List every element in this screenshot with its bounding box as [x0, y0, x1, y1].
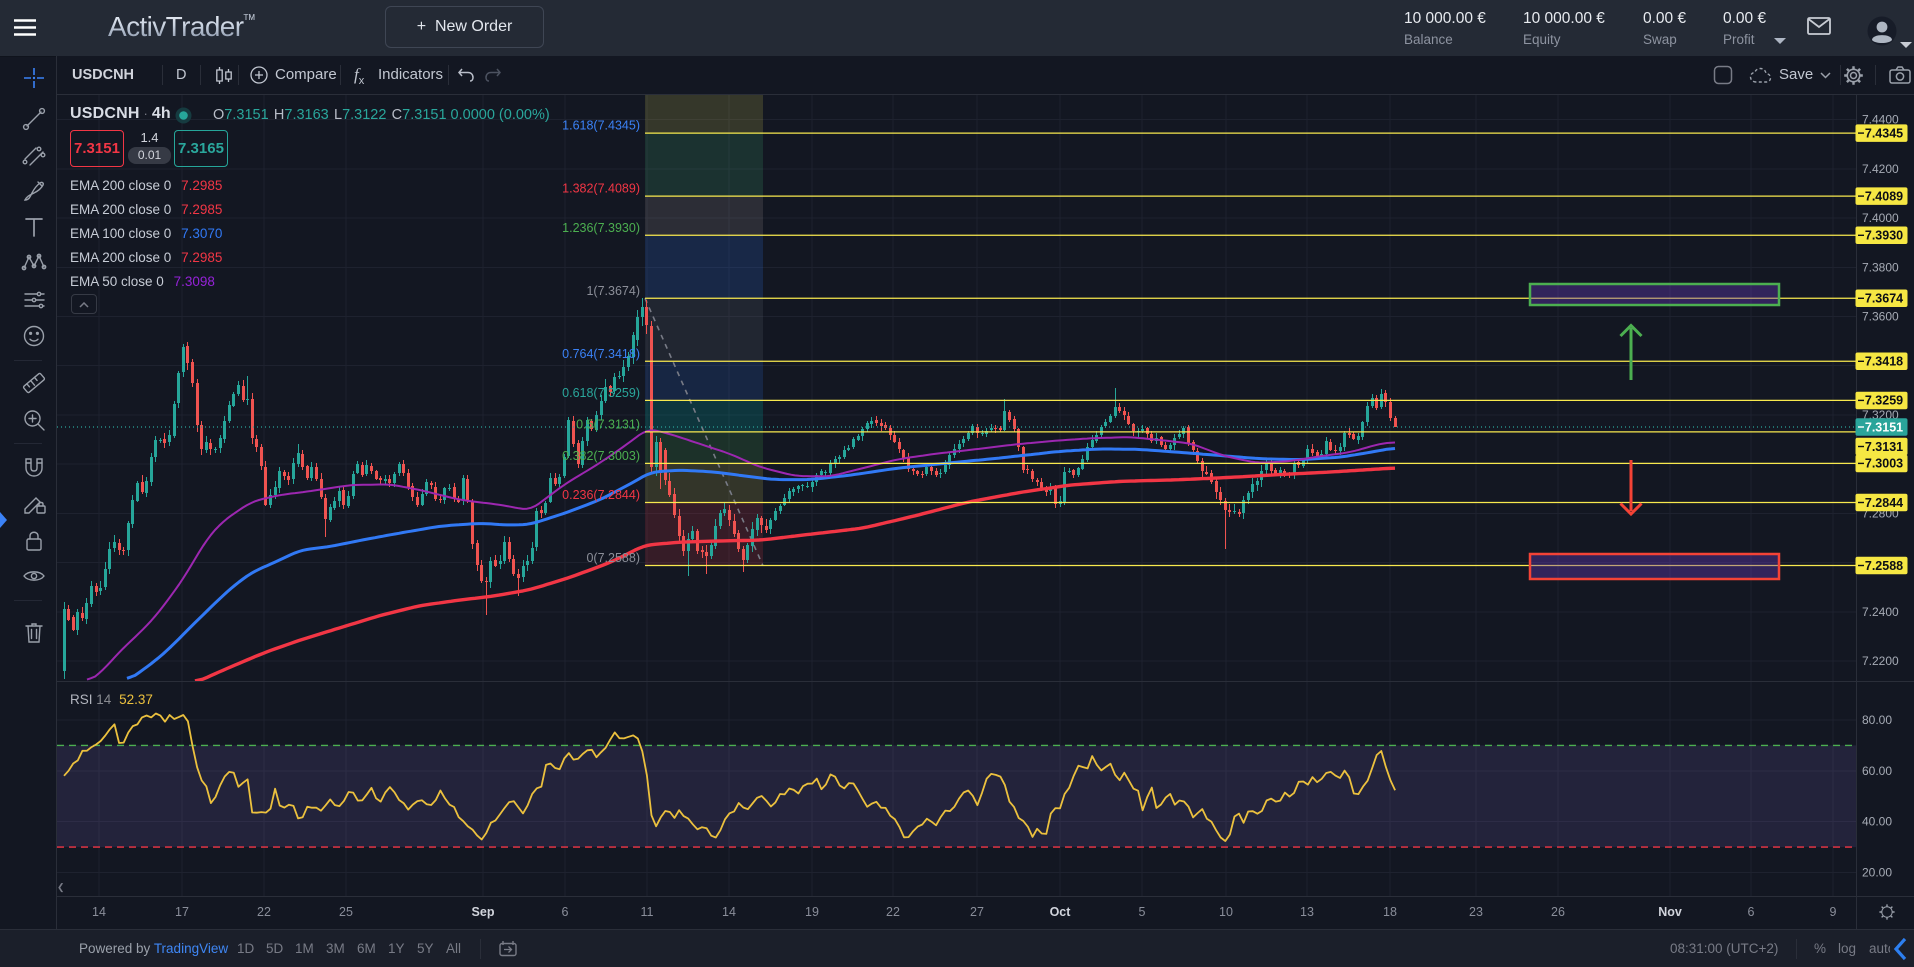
svg-text:5: 5 [1139, 905, 1146, 919]
svg-text:7.3800: 7.3800 [1862, 260, 1899, 274]
svg-text:60.00: 60.00 [1862, 764, 1892, 778]
svg-text:7.4089: 7.4089 [1865, 189, 1903, 203]
svg-text:18: 18 [1383, 905, 1397, 919]
svg-text:7.2844: 7.2844 [1865, 496, 1903, 510]
svg-text:❮: ❮ [57, 882, 65, 893]
svg-text:14: 14 [92, 905, 106, 919]
svg-text:14: 14 [722, 905, 736, 919]
svg-text:7.2200: 7.2200 [1862, 654, 1899, 668]
svg-text:22: 22 [886, 905, 900, 919]
svg-text:Nov: Nov [1658, 905, 1682, 919]
svg-text:Oct: Oct [1050, 905, 1072, 919]
svg-text:1.618(7.4345): 1.618(7.4345) [562, 119, 640, 133]
svg-text:6: 6 [562, 905, 569, 919]
svg-text:7.3003: 7.3003 [1865, 457, 1903, 471]
svg-text:7.3930: 7.3930 [1865, 229, 1903, 243]
svg-text:6: 6 [1748, 905, 1755, 919]
svg-text:27: 27 [970, 905, 984, 919]
svg-text:22: 22 [257, 905, 271, 919]
svg-text:0.236(7.2844): 0.236(7.2844) [562, 488, 640, 502]
svg-text:7.3418: 7.3418 [1865, 355, 1903, 369]
svg-text:7.2588: 7.2588 [1865, 559, 1903, 573]
svg-text:26: 26 [1551, 905, 1565, 919]
svg-text:0(7.2588): 0(7.2588) [586, 551, 640, 565]
svg-text:80.00: 80.00 [1862, 713, 1892, 727]
svg-text:13: 13 [1300, 905, 1314, 919]
svg-text:0.764(7.3418): 0.764(7.3418) [562, 347, 640, 361]
svg-text:9: 9 [1830, 905, 1837, 919]
svg-text:0.618(7.3259): 0.618(7.3259) [562, 386, 640, 400]
svg-text:0.382(7.3003): 0.382(7.3003) [562, 449, 640, 463]
svg-text:7.3674: 7.3674 [1865, 292, 1903, 306]
svg-text:7.3600: 7.3600 [1862, 310, 1899, 324]
svg-text:0.5(7.3131): 0.5(7.3131) [576, 417, 640, 431]
svg-text:1.382(7.4089): 1.382(7.4089) [562, 182, 640, 196]
svg-text:7.4000: 7.4000 [1862, 211, 1899, 225]
svg-text:11: 11 [641, 905, 654, 919]
svg-text:10: 10 [1219, 905, 1233, 919]
svg-text:19: 19 [805, 905, 819, 919]
svg-text:7.4345: 7.4345 [1865, 126, 1903, 140]
svg-text:20.00: 20.00 [1862, 866, 1892, 880]
svg-text:7.3259: 7.3259 [1865, 394, 1903, 408]
svg-text:40.00: 40.00 [1862, 815, 1892, 829]
svg-text:1(7.3674): 1(7.3674) [586, 284, 640, 298]
svg-text:Sep: Sep [472, 905, 495, 919]
svg-text:7.4200: 7.4200 [1862, 162, 1899, 176]
svg-text:17: 17 [175, 905, 189, 919]
svg-text:1.236(7.3930): 1.236(7.3930) [562, 221, 640, 235]
svg-text:7.3131: 7.3131 [1865, 440, 1903, 454]
svg-text:7.3151: 7.3151 [1865, 420, 1903, 434]
svg-text:7.4400: 7.4400 [1862, 113, 1899, 127]
svg-text:25: 25 [339, 905, 353, 919]
svg-text:7.2400: 7.2400 [1862, 605, 1899, 619]
svg-text:23: 23 [1469, 905, 1483, 919]
